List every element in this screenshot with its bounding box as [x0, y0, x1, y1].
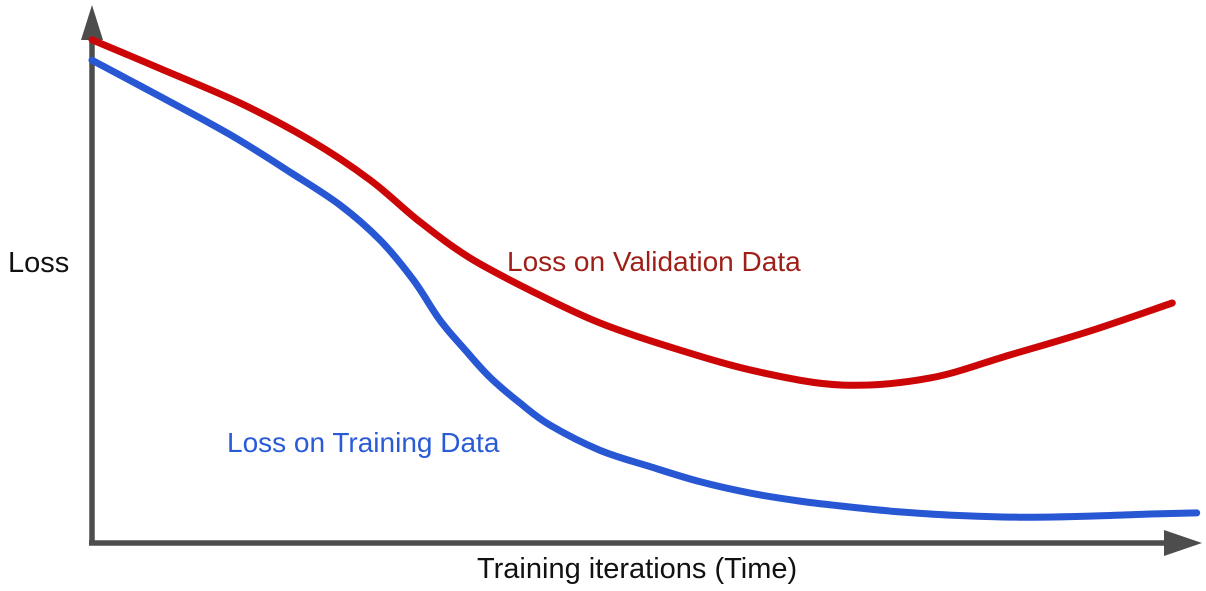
validation-series-label: Loss on Validation Data: [507, 246, 801, 277]
x-axis-label: Training iterations (Time): [477, 553, 798, 585]
y-axis-arrow-icon: [81, 5, 103, 40]
training-loss-curve: [88, 56, 1201, 521]
x-axis-arrow-icon: [1164, 530, 1202, 556]
y-axis-label: Loss: [8, 247, 70, 279]
validation-loss-curve: [88, 36, 1176, 389]
training-series-label: Loss on Training Data: [227, 427, 500, 458]
